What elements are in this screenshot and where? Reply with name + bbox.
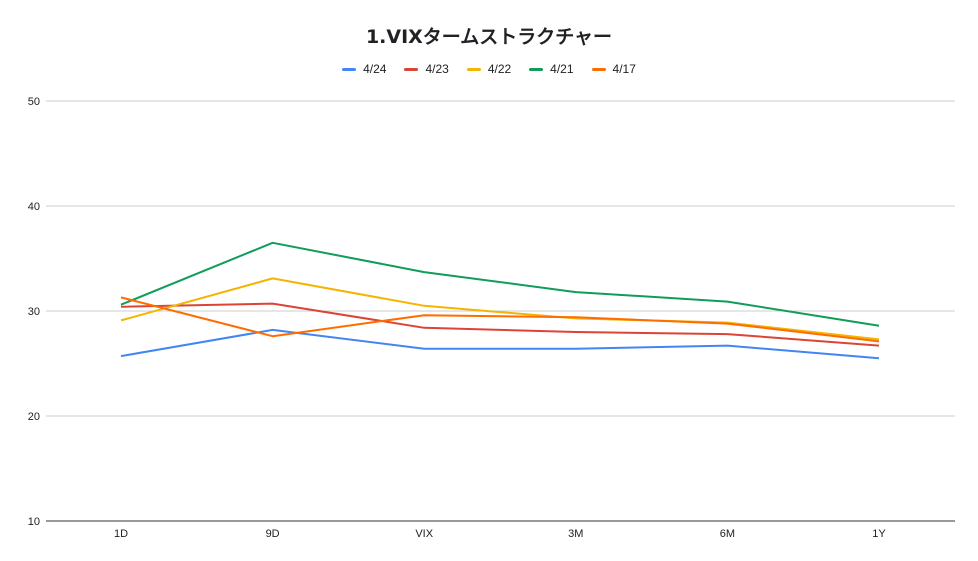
legend-item[interactable]: 4/24 <box>342 62 386 76</box>
x-tick-label: 9D <box>266 528 280 540</box>
y-tick-label: 40 <box>28 201 40 213</box>
legend-item[interactable]: 4/22 <box>466 62 512 76</box>
series-line <box>120 241 880 327</box>
series-line <box>120 277 880 341</box>
x-tick-label: 1Y <box>872 528 886 540</box>
legend-label: 4/17 <box>612 62 636 76</box>
legend-label: 4/21 <box>550 62 574 76</box>
x-tick-label: VIX <box>415 528 433 540</box>
series-line <box>120 296 880 343</box>
legend: 4/24 4/23 4/22 4/21 4/17 <box>0 62 978 76</box>
series-line <box>120 328 880 360</box>
x-tick-label: 1D <box>114 528 128 540</box>
legend-swatch <box>342 67 357 71</box>
legend-item[interactable]: 4/17 <box>591 62 636 76</box>
y-tick-label: 20 <box>28 411 40 423</box>
y-tick-label: 30 <box>28 306 40 318</box>
x-tick-label: 3M <box>568 528 583 540</box>
legend-item[interactable]: 4/23 <box>404 62 449 76</box>
series-line <box>120 302 880 347</box>
legend-label: 4/23 <box>425 62 449 76</box>
legend-label: 4/24 <box>363 62 387 76</box>
legend-swatch <box>404 67 419 71</box>
legend-swatch <box>466 67 481 71</box>
legend-item[interactable]: 4/21 <box>529 62 574 76</box>
legend-swatch <box>529 67 544 71</box>
y-tick-label: 10 <box>28 516 40 528</box>
legend-label: 4/22 <box>487 62 512 76</box>
x-tick-label: 6M <box>720 528 735 540</box>
chart-title: 1.VIXタームストラクチャー <box>365 26 613 48</box>
y-tick-label: 50 <box>28 96 40 108</box>
legend-swatch <box>591 67 606 71</box>
